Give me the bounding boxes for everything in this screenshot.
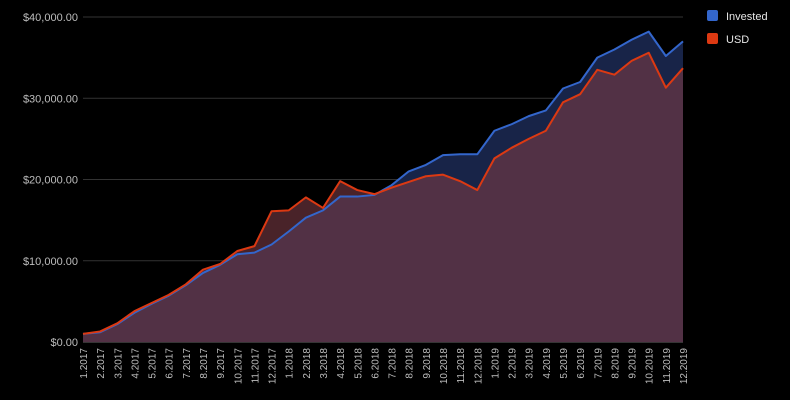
- x-tick-label: 6.2019: [576, 348, 587, 379]
- x-tick-label: 2.2018: [302, 348, 313, 379]
- x-tick-label: 7.2018: [388, 348, 399, 379]
- x-tick-label: 9.2019: [628, 348, 639, 379]
- x-tick-label: 10.2019: [645, 348, 656, 385]
- x-tick-label: 5.2018: [353, 348, 364, 379]
- x-tick-label: 11.2017: [250, 348, 261, 384]
- x-tick-label: 11.2018: [456, 348, 467, 384]
- x-tick-label: 8.2018: [405, 348, 416, 379]
- x-tick-label: 12.2018: [473, 348, 484, 385]
- y-tick-label: $20,000.00: [23, 175, 78, 187]
- x-tick-label: 4.2018: [336, 348, 347, 379]
- area-usd: [83, 52, 683, 342]
- y-tick-label: $40,000.00: [23, 12, 78, 24]
- x-tick-label: 3.2019: [525, 348, 536, 379]
- x-tick-label: 12.2017: [268, 348, 279, 385]
- y-tick-label: $0.00: [50, 337, 78, 349]
- x-tick-label: 12.2019: [679, 348, 690, 385]
- x-tick-label: 3.2018: [319, 348, 330, 379]
- legend-swatch-usd: [707, 33, 718, 44]
- x-tick-label: 4.2019: [542, 348, 553, 379]
- legend-item-usd[interactable]: USD: [707, 33, 749, 46]
- x-tick-label: 2.2017: [96, 348, 107, 379]
- x-tick-label: 1.2017: [79, 348, 90, 379]
- legend: Invested USD: [707, 10, 768, 46]
- x-tick-label: 11.2019: [662, 348, 673, 384]
- legend-label-invested: Invested: [726, 11, 768, 23]
- y-tick-label: $10,000.00: [23, 256, 78, 268]
- legend-item-invested[interactable]: Invested: [707, 10, 768, 23]
- x-tick-label: 2.2019: [508, 348, 519, 379]
- x-tick-label: 1.2019: [490, 348, 501, 379]
- x-tick-label: 6.2018: [370, 348, 381, 379]
- x-tick-label: 10.2018: [439, 348, 450, 385]
- y-axis: $0.00 $10,000.00 $20,000.00 $30,000.00 $40,0…: [23, 12, 78, 349]
- x-axis: 1.2017 2.2017 3.2017 4.2017 5.2017 6.2017 7.20…: [79, 348, 690, 385]
- x-tick-label: 1.2018: [285, 348, 296, 379]
- y-tick-label: $30,000.00: [23, 93, 78, 105]
- x-tick-label: 9.2017: [216, 348, 227, 379]
- x-tick-label: 8.2019: [610, 348, 621, 379]
- x-tick-label: 9.2018: [422, 348, 433, 379]
- series-areas: [83, 31, 683, 342]
- x-tick-label: 5.2019: [559, 348, 570, 379]
- series-lines: [82, 30, 684, 335]
- x-tick-label: 5.2017: [148, 348, 159, 379]
- x-tick-label: 4.2017: [130, 348, 141, 379]
- x-tick-label: 7.2017: [182, 348, 193, 379]
- legend-label-usd: USD: [726, 34, 749, 46]
- legend-swatch-invested: [707, 10, 718, 21]
- x-tick-label: 10.2017: [233, 348, 244, 385]
- x-tick-label: 8.2017: [199, 348, 210, 379]
- x-tick-label: 7.2019: [593, 348, 604, 379]
- x-tick-label: 3.2017: [113, 348, 124, 379]
- x-tick-label: 6.2017: [165, 348, 176, 379]
- line-usd[interactable]: [82, 51, 684, 335]
